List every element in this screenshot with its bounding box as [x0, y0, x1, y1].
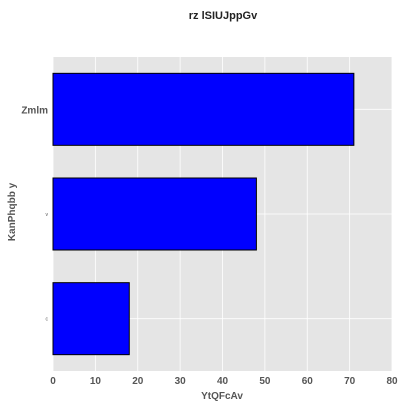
y-axis-label: KanPhqbb y [7, 182, 18, 241]
chart-title: rz lSIUJppGv [189, 10, 258, 22]
x-axis-ticks: 0 10 20 30 40 50 60 70 80 [50, 376, 398, 387]
x-tick-label: 70 [344, 376, 356, 387]
x-tick-label: 0 [50, 376, 56, 387]
x-tick-label: 40 [217, 376, 229, 387]
x-tick-label: 20 [132, 376, 144, 387]
bar-Zmlm [52, 72, 355, 146]
x-axis-label: YtQFcAv [201, 391, 243, 402]
bars [52, 72, 355, 356]
x-tick-label: 10 [90, 376, 102, 387]
y-axis-ticks: Zmlm v c [21, 105, 48, 322]
bar-v [52, 177, 257, 251]
y-tick-label: v [46, 212, 49, 218]
y-tick-label: c [46, 317, 49, 323]
x-tick-label: 50 [259, 376, 271, 387]
x-tick-label: 60 [302, 376, 314, 387]
x-tick-label: 30 [175, 376, 187, 387]
bar-c [52, 282, 130, 356]
x-tick-label: 80 [386, 376, 398, 387]
y-tick-label: Zmlm [21, 105, 48, 116]
